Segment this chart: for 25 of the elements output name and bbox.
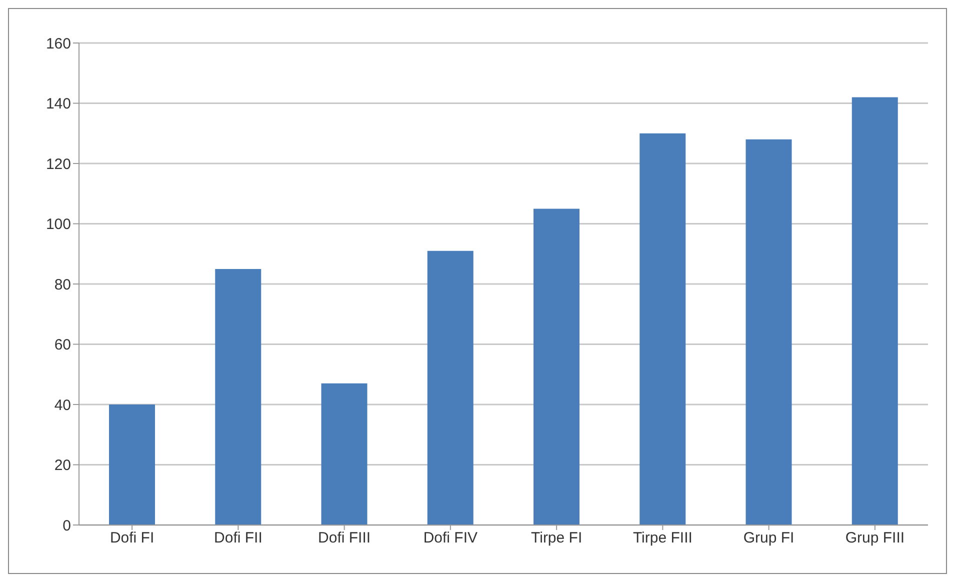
x-tick-label: Dofi FIV — [423, 530, 478, 547]
x-tick-label: Dofi FII — [214, 530, 262, 547]
y-tick-label: 160 — [46, 35, 71, 52]
bar — [427, 250, 474, 525]
bar — [109, 404, 155, 525]
y-tick-label: 40 — [54, 396, 71, 414]
bar — [215, 268, 262, 525]
x-tick-label: Dofi FI — [110, 530, 154, 547]
bar — [746, 139, 792, 525]
y-tick-label: 20 — [54, 457, 71, 474]
bar — [640, 133, 686, 525]
bar — [534, 208, 580, 525]
bar — [852, 97, 898, 525]
x-tick-label: Dofi FIII — [318, 530, 371, 547]
y-tick-label: 80 — [54, 276, 71, 294]
y-tick-label: 60 — [54, 336, 71, 354]
y-tick-label: 0 — [62, 517, 71, 534]
y-tick-label: 120 — [46, 156, 71, 173]
x-tick-label: Grup FI — [743, 530, 794, 547]
x-tick-label: Tirpe FI — [531, 530, 582, 547]
y-tick-label: 100 — [46, 216, 71, 234]
bar — [321, 383, 368, 525]
x-tick-label: Grup FIII — [845, 530, 905, 547]
y-tick-label: 140 — [46, 96, 71, 113]
x-tick-label: Tirpe FIII — [632, 530, 692, 547]
